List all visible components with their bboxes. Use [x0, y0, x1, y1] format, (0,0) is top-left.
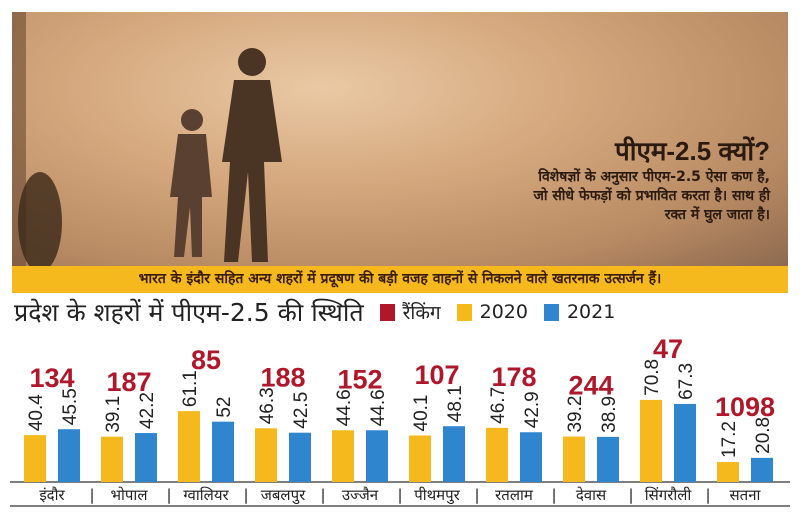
value-label-2020: 46.7	[488, 387, 509, 424]
ranking-label: 187	[106, 367, 151, 397]
ranking-label: 1098	[715, 392, 775, 422]
chart-title: प्रदेश के शहरों में पीएम-2.5 की स्थिति	[14, 298, 364, 327]
value-label-2020: 17.2	[719, 421, 740, 458]
bar-2021	[289, 432, 311, 482]
bar-2021	[674, 403, 696, 482]
bar-2021	[597, 436, 619, 482]
pm25-info-box: पीएम-2.5 क्यों? विशेषज्ञों के अनुसार पीए…	[530, 132, 770, 225]
ranking-label: 47	[653, 334, 683, 364]
value-label-2020: 46.3	[257, 387, 278, 424]
value-label-2021: 42.2	[137, 392, 158, 429]
chart-header: प्रदेश के शहरों में पीएम-2.5 की स्थिति र…	[14, 296, 623, 328]
legend-swatch-2021	[543, 303, 559, 321]
value-label-2020: 40.4	[26, 394, 47, 431]
legend-ranking: रैंकिंग	[402, 302, 441, 324]
ranking-label: 188	[260, 362, 305, 392]
separator: |	[89, 486, 94, 504]
bar-2021	[135, 433, 157, 482]
value-label-2021: 52	[214, 397, 235, 418]
smog-photo: पीएम-2.5 क्यों? विशेषज्ञों के अनुसार पीए…	[12, 12, 788, 266]
value-label-2020: 61.1	[180, 370, 201, 407]
city-label: सिंगरौली	[645, 486, 693, 504]
caption-banner: भारत के इंदौर सहित अन्य शहरों में प्रदूष…	[12, 266, 788, 293]
value-label-2021: 38.9	[599, 396, 620, 433]
ranking-label: 152	[337, 364, 382, 394]
info-text: विशेषज्ञों के अनुसार पीएम-2.5 ऐसा कण है,…	[533, 169, 770, 223]
bar-2020	[24, 435, 46, 482]
city-label: भोपाल	[110, 486, 148, 504]
bar-2020	[717, 462, 739, 482]
value-label-2021: 67.3	[676, 363, 697, 400]
separator: |	[397, 486, 402, 504]
info-title: पीएम-2.5 क्यों?	[614, 136, 770, 166]
value-label-2021: 42.9	[522, 391, 543, 428]
city-label: ग्वालियर	[183, 486, 229, 504]
legend-2020: 2020	[479, 301, 528, 323]
separator: |	[474, 486, 479, 504]
legend-2021: 2021	[566, 301, 616, 323]
silhouettes-illustration	[12, 12, 282, 266]
ranking-label: 134	[29, 363, 74, 393]
separator: |	[551, 486, 556, 504]
bar-2020	[255, 428, 277, 482]
value-label-2020: 44.6	[334, 389, 355, 426]
bar-2020	[178, 411, 200, 482]
value-label-2020: 40.1	[411, 394, 432, 431]
value-label-2020: 39.1	[103, 396, 124, 433]
city-label: जबलपुर	[261, 486, 306, 505]
ranking-label: 244	[568, 371, 613, 401]
bar-2021	[520, 432, 542, 482]
legend-swatch-2020	[456, 303, 472, 321]
ranking-label: 85	[191, 345, 221, 375]
bar-2021	[366, 430, 388, 482]
bar-2021	[751, 457, 773, 482]
separator: |	[320, 486, 325, 504]
bar-2020	[486, 427, 508, 482]
value-label-2021: 20.8	[753, 417, 774, 454]
separator: |	[705, 486, 710, 504]
value-label-2020: 70.8	[642, 359, 663, 396]
city-label: पीथमपुर	[414, 486, 460, 505]
value-label-2021: 45.5	[60, 388, 81, 425]
city-label: उज्जैन	[342, 486, 379, 504]
bar-2020	[563, 436, 585, 482]
city-label: इंदौर	[39, 486, 65, 504]
city-label: देवास	[576, 486, 607, 504]
value-label-2021: 48.1	[445, 385, 466, 422]
legend-swatch-ranking	[379, 303, 395, 321]
value-label-2020: 39.2	[565, 396, 586, 433]
value-label-2021: 42.5	[291, 392, 312, 429]
bar-2020	[409, 435, 431, 482]
ranking-label: 178	[491, 362, 536, 392]
city-label: सतना	[730, 486, 762, 504]
separator: |	[243, 486, 248, 504]
separator: |	[628, 486, 633, 504]
separator: |	[166, 486, 171, 504]
bar-2020	[640, 399, 662, 482]
bar-2021	[212, 421, 234, 482]
ranking-label: 107	[414, 360, 459, 390]
value-label-2021: 44.6	[368, 389, 389, 426]
bar-2021	[443, 426, 465, 482]
bar-2020	[101, 436, 123, 482]
bar-2020	[332, 430, 354, 482]
city-label: रतलाम	[495, 486, 534, 504]
bar-2021	[58, 429, 80, 482]
